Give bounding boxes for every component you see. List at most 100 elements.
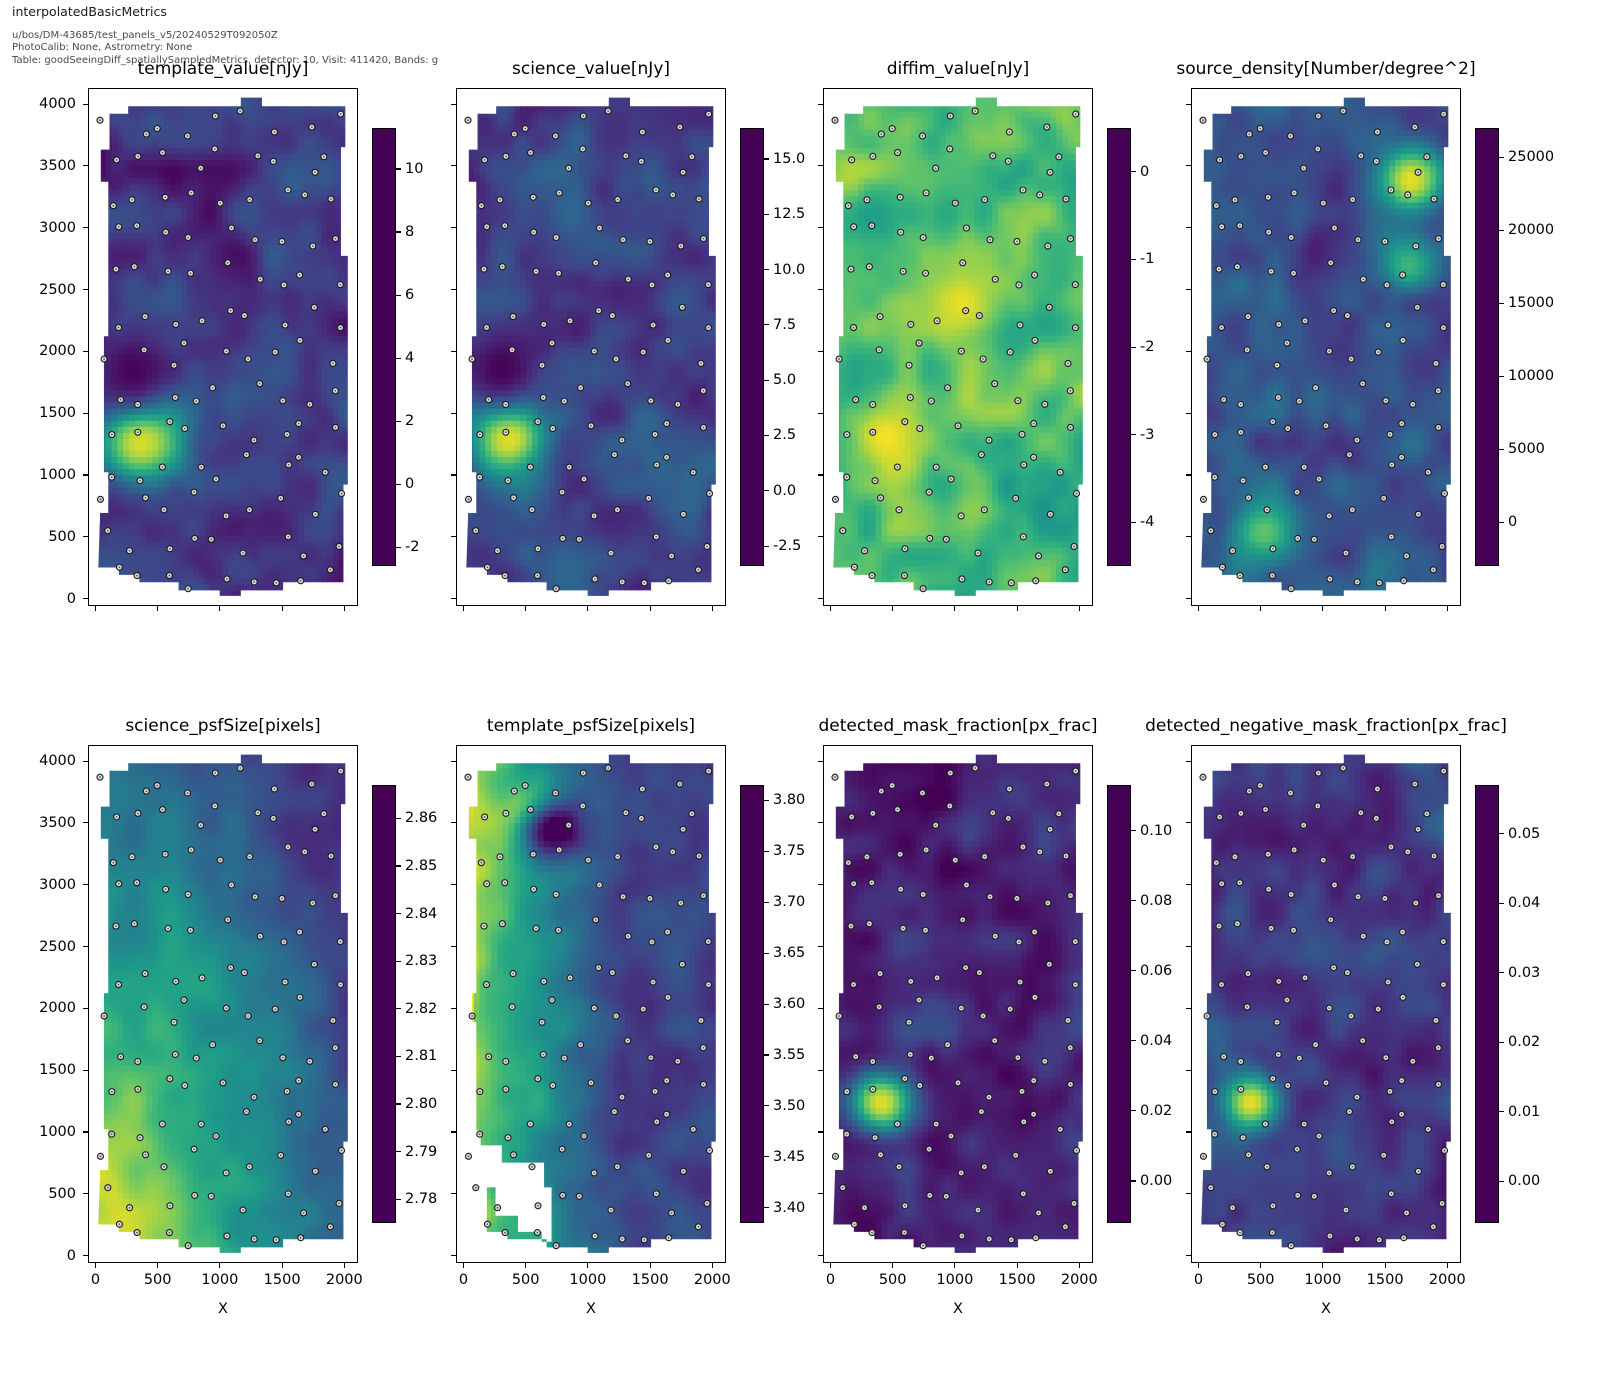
y-tick: [83, 822, 88, 824]
heatmap-image: [96, 97, 348, 596]
y-tick-label: 2500: [0, 282, 76, 298]
colorbar-tick-label: 25000: [1508, 149, 1554, 165]
y-tick: [818, 1069, 823, 1071]
colorbar-tick-label: 15.0: [773, 151, 805, 167]
colorbar-gradient: [1107, 785, 1131, 1223]
colorbar-tick-label: 0: [405, 476, 414, 492]
sample-points-layer: [831, 107, 1081, 593]
colorbar-tick: [1499, 1111, 1504, 1113]
colorbar-tick: [1499, 156, 1504, 158]
x-axis-label: X: [1321, 1301, 1331, 1317]
colorbar-tick-label: 0.00: [1140, 1173, 1172, 1189]
colorbar-tick-label: 12.5: [773, 206, 805, 222]
plot-area[interactable]: [823, 88, 1093, 606]
colorbar-gradient: [740, 785, 764, 1223]
panel-title: detected_mask_fraction[px_frac]: [819, 716, 1098, 736]
x-tick: [281, 1263, 283, 1268]
colorbar-tick-label: 4: [405, 350, 414, 366]
colorbar-tick: [1131, 258, 1136, 260]
plot-area[interactable]: [88, 88, 358, 606]
y-tick: [451, 474, 456, 476]
panel-title: science_psfSize[pixels]: [125, 716, 320, 736]
y-tick-label: 1500: [0, 1062, 76, 1078]
sample-points-layer: [96, 107, 346, 593]
x-tick: [587, 606, 589, 611]
colorbar-tick-label: 2.78: [405, 1191, 437, 1207]
x-tick: [343, 606, 345, 611]
colorbar-tick: [1499, 1180, 1504, 1182]
y-tick: [1186, 884, 1191, 886]
y-tick-label: 2500: [0, 939, 76, 955]
colorbar-tick-label: 2.83: [405, 953, 437, 969]
plot-area[interactable]: [88, 745, 358, 1263]
plot-area[interactable]: [456, 88, 726, 606]
colorbar-tick: [1499, 521, 1504, 523]
plot-area[interactable]: [456, 745, 726, 1263]
colorbar-tick-label: 0.08: [1140, 893, 1172, 909]
y-tick: [83, 1131, 88, 1133]
x-tick: [1197, 606, 1200, 611]
x-tick-label: 0: [1194, 1272, 1203, 1288]
x-tick-label: 500: [512, 1272, 540, 1288]
colorbar-gradient: [1475, 128, 1499, 566]
y-tick: [1186, 1069, 1191, 1071]
colorbar-tick-label: -2: [1140, 339, 1154, 355]
y-tick: [1186, 1007, 1191, 1009]
x-tick-label: 1500: [264, 1272, 301, 1288]
x-tick: [1322, 1263, 1324, 1268]
x-tick-label: 2000: [1061, 1272, 1098, 1288]
colorbar-tick-label: 10.0: [773, 262, 805, 278]
y-tick: [818, 350, 823, 352]
colorbar-tick-label: 3.80: [773, 792, 805, 808]
x-tick: [1322, 606, 1324, 611]
plot-area[interactable]: [1191, 745, 1461, 1263]
colorbar-tick: [764, 158, 769, 160]
x-tick: [1016, 1263, 1018, 1268]
y-tick: [451, 350, 456, 352]
y-tick: [451, 1255, 456, 1257]
colorbar-tick-label: 2.80: [405, 1096, 437, 1112]
y-tick: [1186, 289, 1191, 291]
x-tick: [892, 606, 894, 611]
y-tick: [83, 412, 88, 414]
y-tick: [83, 1193, 88, 1195]
panel-title: template_value[nJy]: [138, 59, 309, 79]
x-tick: [649, 606, 651, 611]
colorbar-tick-label: 5.0: [773, 372, 796, 388]
y-tick: [451, 822, 456, 824]
y-tick: [818, 474, 823, 476]
y-tick: [83, 103, 88, 105]
colorbar-tick-label: 6: [405, 287, 414, 303]
y-tick: [451, 103, 456, 105]
sample-points-layer: [1199, 107, 1449, 593]
x-tick-label: 1000: [936, 1272, 973, 1288]
colorbar-tick-label: 2.82: [405, 1001, 437, 1017]
colorbar-tick-label: -2: [405, 539, 419, 555]
colorbar-tick: [764, 1105, 769, 1107]
plot-area[interactable]: [1191, 88, 1461, 606]
colorbar-tick-label: 0: [1508, 514, 1517, 530]
y-tick: [83, 946, 88, 948]
panel-title: detected_negative_mask_fraction[px_frac]: [1145, 716, 1507, 736]
y-tick: [83, 760, 88, 762]
panel-title: template_psfSize[pixels]: [487, 716, 695, 736]
y-tick: [1186, 1255, 1191, 1257]
x-tick: [1016, 606, 1018, 611]
colorbar-gradient: [1475, 785, 1499, 1223]
colorbar-tick: [1499, 229, 1504, 231]
colorbar-tick-label: -4: [1140, 514, 1154, 530]
y-tick-label: 2000: [0, 343, 76, 359]
plot-area[interactable]: [823, 745, 1093, 1263]
colorbar-tick-label: 2.79: [405, 1144, 437, 1160]
subinfo-line-table: Table: goodSeeingDiff_spatiallySampledMe…: [12, 55, 438, 67]
heatmap-image: [96, 754, 348, 1253]
figure-subinfo: u/bos/DM-43685/test_panels_v5/20240529T0…: [12, 30, 438, 67]
x-axis-label: X: [953, 1301, 963, 1317]
y-tick-label: 500: [0, 529, 76, 545]
x-tick: [587, 1263, 589, 1268]
colorbar-tick-label: 0.01: [1508, 1104, 1540, 1120]
colorbar-tick-label: 0.00: [1508, 1173, 1540, 1189]
x-tick: [1446, 1263, 1448, 1268]
x-tick: [1446, 606, 1448, 611]
x-tick-label: 2000: [326, 1272, 363, 1288]
